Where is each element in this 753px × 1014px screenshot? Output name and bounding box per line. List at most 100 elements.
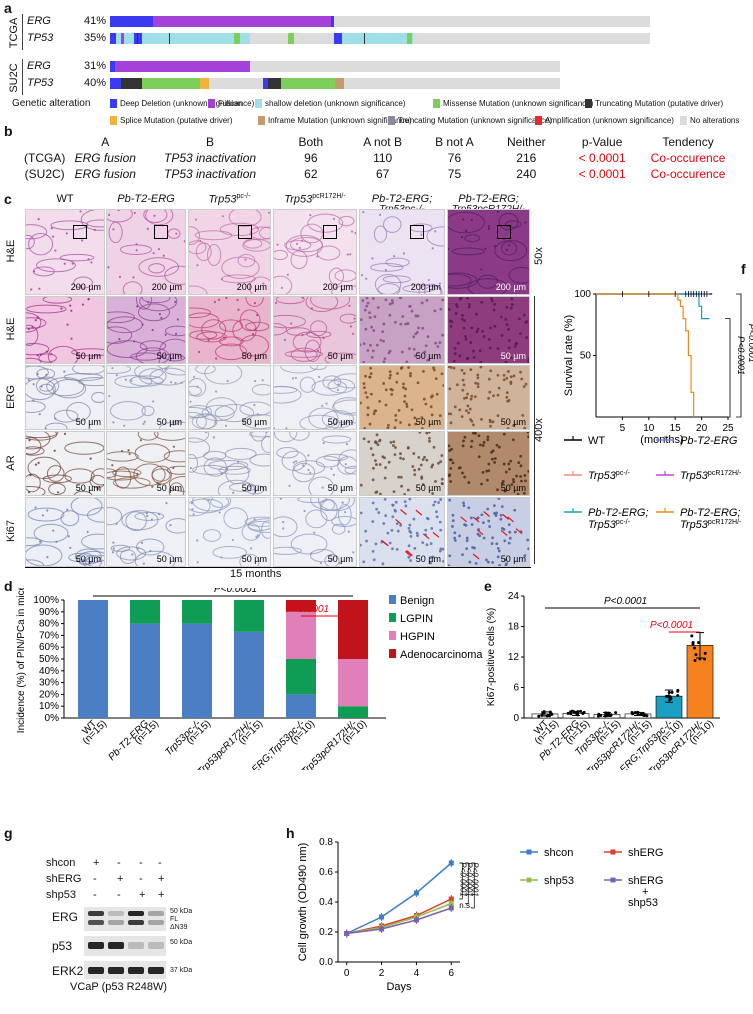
- nucleus: [408, 304, 412, 308]
- nucleus: [378, 463, 382, 466]
- nucleus: [434, 230, 437, 233]
- nucleus: [457, 466, 461, 470]
- data-point: [630, 711, 634, 715]
- nucleus: [96, 487, 99, 491]
- nucleus: [426, 335, 430, 339]
- header-a-not-b: A not B: [363, 135, 402, 149]
- nucleus: [507, 399, 511, 402]
- pvalue-label: P<0.0001: [214, 588, 257, 595]
- tissue-texture: [274, 432, 356, 495]
- nucleus: [413, 473, 417, 477]
- histology-image: 200 µm: [25, 209, 105, 295]
- nucleus: [451, 525, 454, 528]
- y-tick-label: 0.6: [319, 867, 333, 878]
- gland-outline: [26, 304, 67, 314]
- legend-item: Amplification (unknown significance): [535, 116, 674, 125]
- gland-outline: [141, 297, 171, 304]
- nucleus: [309, 214, 312, 217]
- gland-outline: [247, 521, 270, 531]
- histology-image: 50 µm: [188, 296, 271, 364]
- nucleus: [426, 517, 430, 521]
- nucleus: [428, 436, 431, 440]
- nucleus: [482, 441, 486, 444]
- gland-outline: [134, 550, 176, 566]
- nucleus: [111, 464, 114, 467]
- gland-outline: [274, 516, 298, 538]
- nucleus: [467, 305, 471, 309]
- nucleus: [479, 360, 483, 363]
- nucleus: [321, 486, 324, 489]
- column-header: WT: [25, 193, 105, 205]
- nucleus: [523, 473, 527, 477]
- nucleus: [174, 300, 177, 304]
- nucleus: [251, 333, 255, 336]
- header-b-not-a: B not A: [435, 135, 474, 149]
- arrow-marker: [460, 516, 468, 523]
- nucleus: [374, 459, 377, 463]
- condition-mark: +: [139, 889, 146, 901]
- nucleus: [390, 299, 394, 302]
- nucleus: [149, 549, 152, 553]
- data-point: [540, 713, 544, 717]
- gland-outline: [145, 210, 174, 226]
- nucleus: [502, 432, 506, 436]
- nucleus: [371, 257, 374, 260]
- condition-mark: +: [158, 889, 165, 901]
- gland-outline: [44, 422, 68, 429]
- gland-outline: [309, 366, 327, 371]
- legend-label: Amplification (unknown significance): [545, 116, 674, 125]
- tissue-texture: [107, 502, 185, 566]
- nucleus: [364, 391, 368, 395]
- nucleus: [513, 508, 517, 512]
- y-tick-label: 0.8: [319, 837, 333, 848]
- row-label: Ki67: [5, 519, 17, 543]
- a-cell: ERG fusion: [74, 167, 136, 181]
- nucleus: [431, 247, 434, 250]
- nucleus: [488, 525, 492, 528]
- data-point: [569, 712, 573, 716]
- panel-label-b: b: [4, 123, 13, 139]
- nucleus: [244, 258, 247, 261]
- column-header-text: Pb-T2-ERG;: [371, 193, 433, 205]
- nucleus: [434, 480, 437, 483]
- gland-outline: [130, 352, 161, 361]
- scale-label: 50 µm: [241, 554, 267, 564]
- nucleus: [504, 470, 508, 474]
- nucleus: [362, 210, 365, 214]
- legend-label: Deep Deletion (unknown significance): [120, 99, 255, 108]
- nucleus: [484, 247, 487, 250]
- gland-outline: [59, 253, 95, 262]
- gland-outline: [219, 319, 243, 332]
- nucleus: [496, 373, 500, 377]
- nucleus: [399, 456, 402, 460]
- oncoprint-track: [110, 33, 650, 44]
- nucleus: [39, 353, 42, 356]
- nucleus: [449, 412, 453, 416]
- nucleus: [90, 261, 93, 264]
- gland-outline: [163, 450, 185, 463]
- gland-outline: [121, 510, 159, 531]
- nucleus: [499, 513, 503, 517]
- nucleus: [267, 211, 270, 214]
- survival-curve: [596, 293, 710, 320]
- nucleus: [70, 337, 73, 340]
- nucleus: [395, 380, 399, 384]
- histology-image: 50 µm: [188, 365, 271, 430]
- gland-outline: [202, 529, 221, 542]
- nucleus: [466, 392, 469, 396]
- gland-outline: [402, 284, 436, 293]
- nucleus: [461, 444, 465, 448]
- nucleus: [403, 500, 407, 504]
- gland-outline: [91, 391, 104, 404]
- gland-outline: [26, 324, 39, 346]
- nucleus: [66, 323, 69, 326]
- nucleus: [470, 326, 474, 330]
- nucleus: [460, 368, 464, 372]
- scale-label: 50 µm: [241, 483, 267, 493]
- alteration-segment: [142, 33, 170, 44]
- histology-image: 50 µm: [359, 365, 445, 430]
- gland-outline: [508, 266, 529, 284]
- nucleus: [480, 268, 483, 271]
- gland-outline: [119, 549, 137, 564]
- gland-outline: [293, 460, 326, 475]
